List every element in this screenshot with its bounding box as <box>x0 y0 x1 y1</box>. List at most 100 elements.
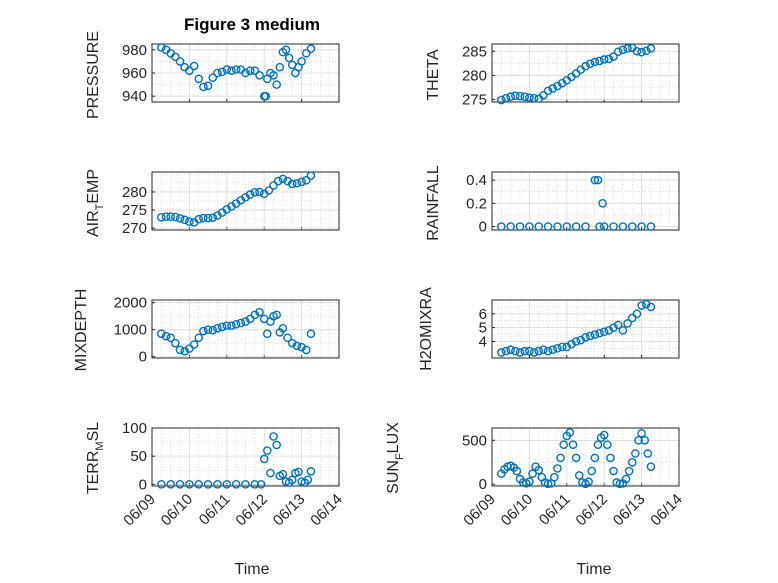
data-point <box>208 213 218 222</box>
data-point <box>294 467 303 477</box>
data-point <box>497 95 506 105</box>
plot-frame <box>151 427 340 487</box>
data-point <box>627 457 637 467</box>
data-point <box>264 186 274 195</box>
data-point <box>189 61 199 71</box>
data-point <box>166 480 175 489</box>
data-point <box>194 74 204 84</box>
data-point <box>571 337 581 346</box>
x-tick-label: 06/09 <box>460 491 499 530</box>
data-point <box>637 301 646 310</box>
data-point <box>231 319 241 329</box>
data-point <box>194 214 204 224</box>
x-tick-label: 06/12 <box>572 491 611 530</box>
data-point <box>306 44 316 53</box>
plot-frame <box>491 427 680 487</box>
data-point <box>266 468 275 478</box>
data-point <box>171 338 180 348</box>
data-point <box>213 324 222 333</box>
data-point <box>595 56 604 66</box>
data-point <box>506 345 516 355</box>
data-point <box>263 329 272 339</box>
data-point <box>543 479 553 489</box>
data-point <box>604 326 614 335</box>
data-point <box>641 46 651 56</box>
data-point <box>574 471 584 480</box>
data-point <box>632 309 642 319</box>
data-point <box>227 66 236 75</box>
ylabel-air-temp: AIRTEMP <box>85 169 106 237</box>
data-point <box>599 327 609 337</box>
data-point <box>587 466 597 476</box>
data-point <box>213 68 222 78</box>
data-point <box>621 474 631 484</box>
data-point <box>557 342 567 352</box>
data-point <box>609 466 618 476</box>
data-point <box>161 212 171 221</box>
plot-area <box>151 299 340 359</box>
data-point <box>562 342 572 352</box>
data-point <box>175 214 185 223</box>
data-point <box>529 348 539 357</box>
data-point <box>590 175 600 185</box>
data-point <box>632 46 642 56</box>
data-point <box>624 466 634 476</box>
data-point <box>553 344 562 353</box>
data-point <box>236 318 246 328</box>
y-tick-label: 275 <box>122 202 147 219</box>
y-tick-label: 270 <box>122 220 147 237</box>
data-point <box>529 93 539 103</box>
data-point <box>534 465 544 475</box>
data-point <box>623 319 632 328</box>
data-point <box>501 346 511 356</box>
y-tick-label: 4 <box>479 333 487 350</box>
data-point <box>175 480 185 489</box>
x-tick-label: 06/13 <box>610 491 649 530</box>
data-point <box>231 480 241 489</box>
plot-area <box>491 427 680 487</box>
y-tick-label: 0 <box>479 219 487 236</box>
data-point <box>548 84 558 93</box>
data-point <box>595 328 604 338</box>
data-point <box>241 480 250 489</box>
data-point <box>571 453 581 463</box>
ylabel-terr-msl: TERRMSL <box>85 422 106 494</box>
data-point <box>306 329 316 339</box>
y-tick-label: 960 <box>122 65 147 82</box>
x-tick-label: 06/14 <box>307 491 346 530</box>
plot-frame <box>491 43 680 103</box>
ylabel-mixdepth: MIXDEPTH <box>73 289 90 372</box>
x-tick-label: 06/09 <box>120 491 159 530</box>
data-point <box>534 346 544 356</box>
data-point <box>631 449 640 458</box>
ylabel-pressure: PRESSURE <box>85 31 102 119</box>
data-point <box>501 93 511 103</box>
data-point <box>559 440 568 449</box>
data-point <box>261 91 271 101</box>
data-point <box>515 348 525 357</box>
data-point <box>297 342 306 352</box>
data-point <box>618 222 628 231</box>
data-point <box>585 59 595 69</box>
data-point <box>590 453 600 463</box>
data-point <box>250 187 260 197</box>
y-tick-label: 285 <box>462 43 487 60</box>
data-point <box>515 222 525 231</box>
data-point <box>497 348 506 357</box>
data-point <box>250 480 260 489</box>
data-point <box>199 82 208 92</box>
data-point <box>584 477 593 486</box>
xlabel-time-left: Time <box>235 561 270 578</box>
data-point <box>275 62 285 72</box>
data-point <box>562 222 572 231</box>
data-point <box>581 222 590 231</box>
data-point <box>180 215 190 225</box>
data-point <box>497 222 506 231</box>
y-tick-label: 0 <box>139 349 147 366</box>
data-point <box>180 346 190 356</box>
data-point <box>525 346 534 356</box>
y-tick-label: 980 <box>122 42 147 59</box>
